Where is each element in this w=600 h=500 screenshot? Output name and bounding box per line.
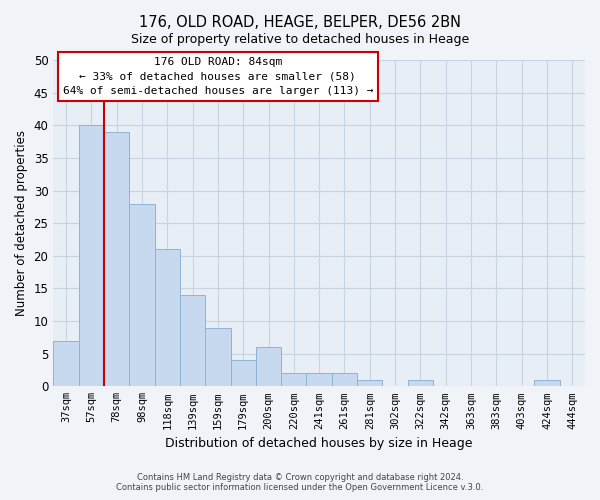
Bar [53,340,79,386]
Bar [281,374,307,386]
Bar [408,380,433,386]
Bar [357,380,382,386]
Bar [129,204,155,386]
Bar [332,374,357,386]
Bar [230,360,256,386]
X-axis label: Distribution of detached houses by size in Heage: Distribution of detached houses by size … [166,437,473,450]
Text: 176 OLD ROAD: 84sqm
← 33% of detached houses are smaller (58)
64% of semi-detach: 176 OLD ROAD: 84sqm ← 33% of detached ho… [62,56,373,96]
Text: Contains HM Land Registry data © Crown copyright and database right 2024.
Contai: Contains HM Land Registry data © Crown c… [116,473,484,492]
Bar [535,380,560,386]
Bar [104,132,129,386]
Bar [307,374,332,386]
Text: Size of property relative to detached houses in Heage: Size of property relative to detached ho… [131,32,469,46]
Bar [205,328,230,386]
Y-axis label: Number of detached properties: Number of detached properties [15,130,28,316]
Text: 176, OLD ROAD, HEAGE, BELPER, DE56 2BN: 176, OLD ROAD, HEAGE, BELPER, DE56 2BN [139,15,461,30]
Bar [180,295,205,386]
Bar [256,347,281,387]
Bar [155,250,180,386]
Bar [79,126,104,386]
